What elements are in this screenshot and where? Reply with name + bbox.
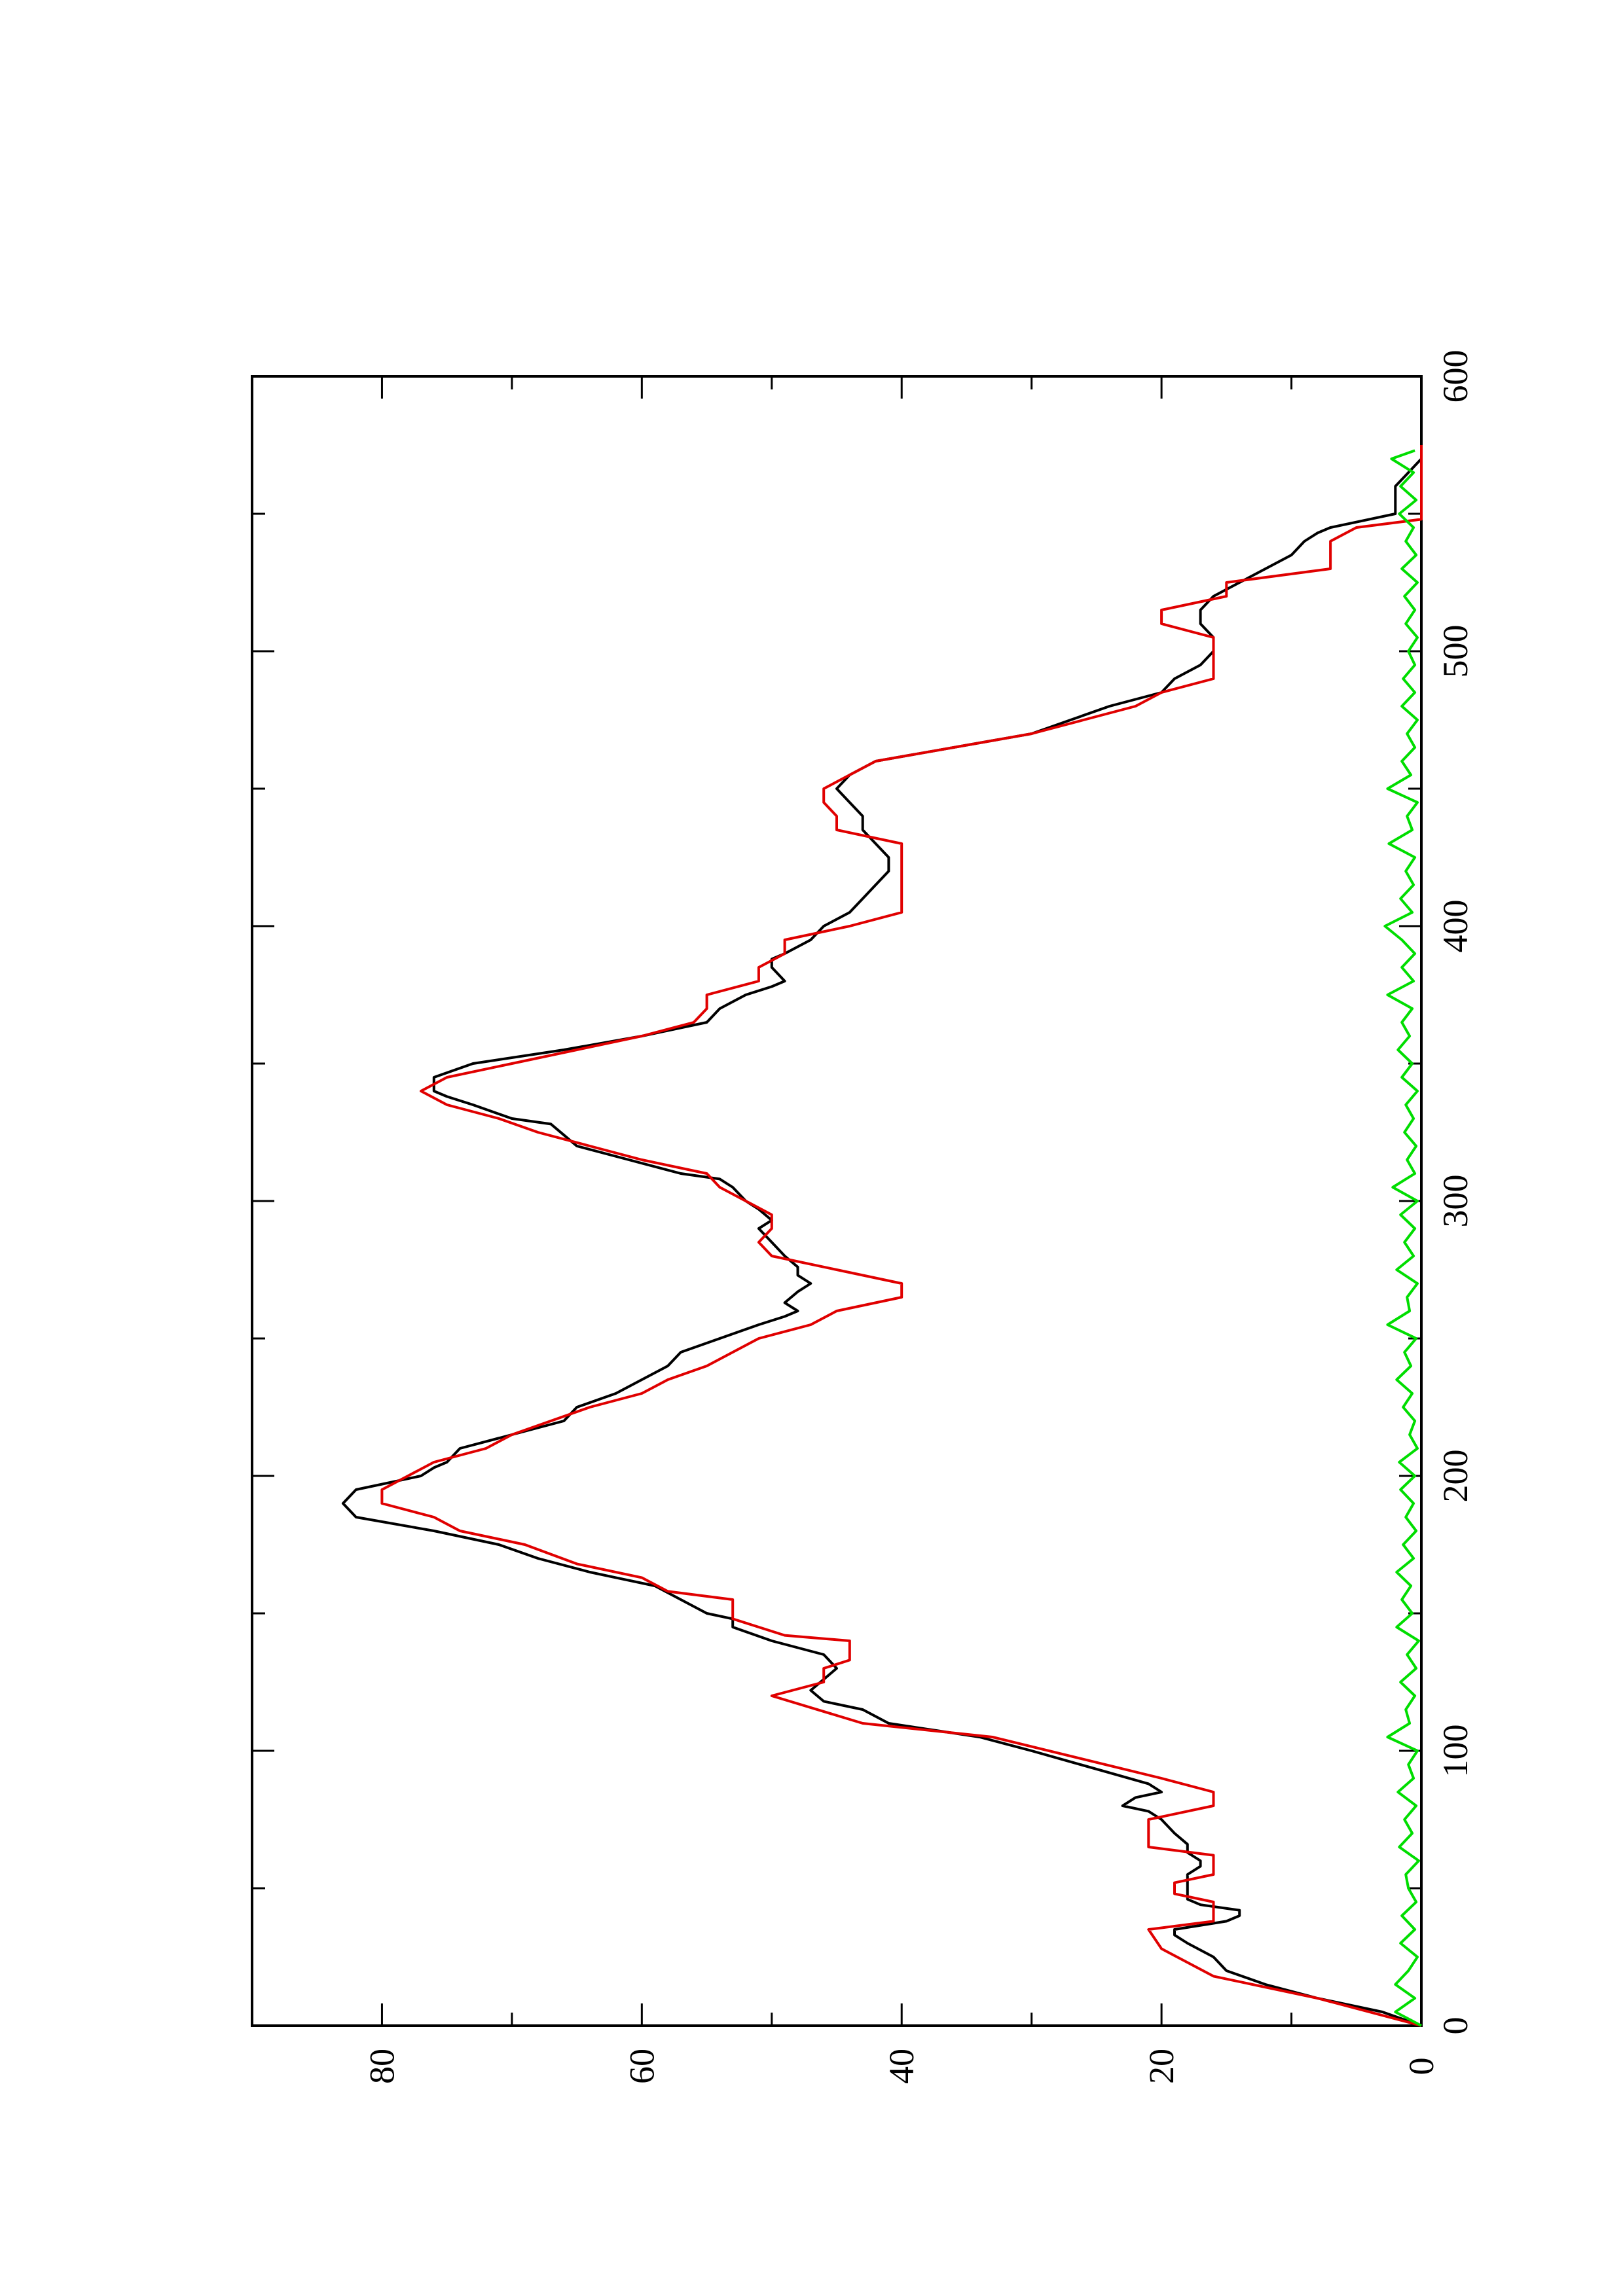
x-tick-label: 600 xyxy=(1436,350,1475,403)
y-tick-label: 60 xyxy=(622,2049,661,2084)
x-tick-label: 100 xyxy=(1436,1725,1475,1778)
series-group xyxy=(341,445,1423,2027)
x-tick-label: 300 xyxy=(1436,1175,1475,1228)
x-tick-label: 500 xyxy=(1436,625,1475,678)
series-line-red xyxy=(380,445,1423,2027)
x-tick-label: 0 xyxy=(1436,2017,1475,2035)
y-tick-label: 40 xyxy=(882,2049,921,2084)
x-tick-label: 200 xyxy=(1436,1450,1475,1503)
axis-ticks xyxy=(251,375,1423,2027)
series-line-black xyxy=(341,450,1423,2027)
series-line-green xyxy=(1383,449,1422,2027)
x-tick-label: 400 xyxy=(1436,900,1475,953)
y-tick-label: 20 xyxy=(1142,2049,1181,2084)
y-tick-label: 0 xyxy=(1402,2058,1441,2075)
plot-frame xyxy=(251,375,1423,2027)
axis-tick-labels: 0 100 200 300 400 500 600 0 20 40 60 80 xyxy=(362,350,1475,2085)
y-tick-label: 80 xyxy=(362,2049,401,2084)
